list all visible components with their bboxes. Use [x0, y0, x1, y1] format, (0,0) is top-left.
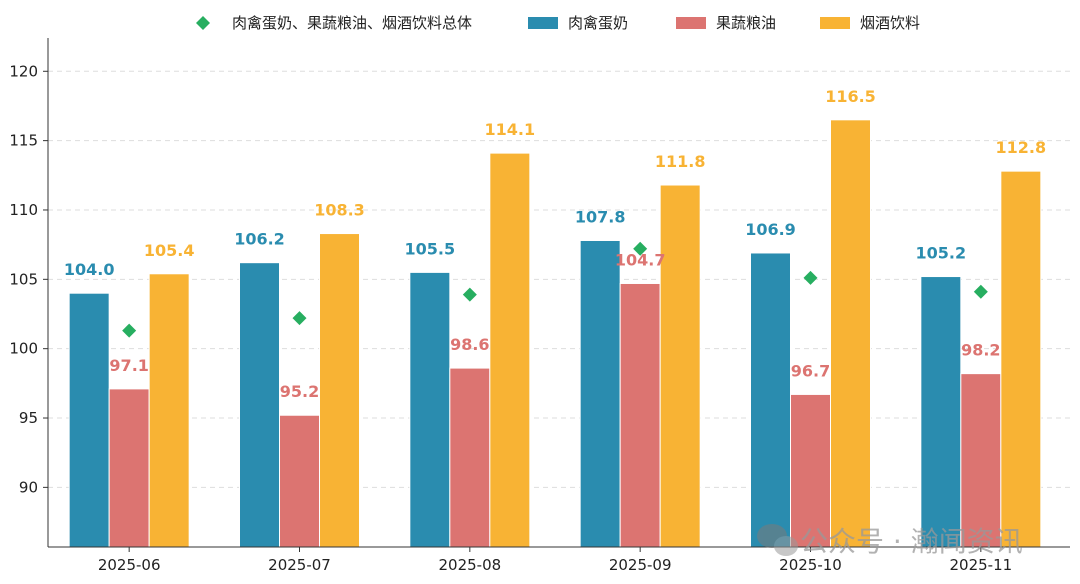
data-label: 112.8	[996, 138, 1047, 157]
x-tick-label: 2025-10	[779, 556, 842, 574]
legend: 肉禽蛋奶、果蔬粮油、烟酒饮料总体 肉禽蛋奶 果蔬粮油 烟酒饮料	[196, 14, 920, 32]
wechat-icon	[757, 524, 798, 556]
data-label: 105.5	[405, 239, 456, 258]
x-tick-label: 2025-09	[609, 556, 672, 574]
bar	[409, 271, 451, 548]
bar	[579, 239, 621, 548]
data-label: 95.2	[280, 382, 319, 401]
data-label: 116.5	[825, 87, 876, 106]
bar	[279, 414, 320, 548]
total-marker	[292, 311, 307, 326]
total-marker	[462, 287, 477, 302]
legend-label: 烟酒饮料	[860, 14, 920, 32]
data-label: 106.9	[745, 220, 796, 239]
data-label: 104.0	[64, 260, 115, 279]
grid	[48, 70, 1070, 488]
legend-marker	[196, 16, 210, 30]
legend-label: 肉禽蛋奶	[568, 14, 628, 32]
bar	[830, 119, 871, 548]
bars	[68, 119, 1042, 548]
bar	[108, 388, 150, 548]
data-label: 96.7	[791, 361, 830, 380]
y-tick-label: 120	[9, 62, 38, 80]
bar	[920, 276, 962, 548]
y-tick-label: 110	[9, 201, 38, 219]
bar	[239, 262, 280, 548]
bar	[319, 233, 360, 548]
bar	[619, 282, 661, 548]
legend-label: 果蔬粮油	[716, 14, 776, 32]
bar	[659, 184, 701, 548]
bar	[790, 393, 831, 548]
x-tick-label: 2025-11	[949, 556, 1012, 574]
y-tick-label: 100	[9, 340, 38, 358]
data-label: 105.2	[916, 244, 967, 263]
data-label: 98.6	[450, 335, 489, 354]
axes: 90 95 100 105 110 115 120 2025-06 2025-07 2025-08…	[9, 38, 1070, 574]
legend-swatch	[820, 17, 850, 29]
data-label: 98.2	[961, 341, 1000, 360]
y-tick-label: 115	[9, 132, 38, 150]
bar	[1000, 170, 1042, 548]
data-label: 104.7	[615, 250, 666, 269]
data-label: 111.8	[655, 152, 706, 171]
total-marker	[973, 284, 988, 299]
legend-swatch	[528, 17, 558, 29]
bar	[148, 273, 190, 548]
total-marker	[122, 323, 137, 338]
watermark-text: 公众号 · 瀚闻资讯	[800, 525, 1023, 558]
bar	[449, 367, 491, 548]
data-labels: 104.0 106.2 105.5 107.8 106.9 105.2 97.1 95.2 98…	[64, 87, 1046, 401]
total-marker	[633, 241, 648, 256]
data-label: 105.4	[144, 241, 195, 260]
y-tick-label: 90	[19, 478, 38, 496]
y-tick-label: 95	[19, 409, 38, 427]
total-marker	[803, 270, 818, 285]
x-tick-label: 2025-06	[98, 556, 161, 574]
bar	[68, 292, 110, 548]
total-markers	[122, 241, 988, 338]
x-tick-label: 2025-08	[438, 556, 501, 574]
data-label: 114.1	[485, 120, 536, 139]
y-tick-label: 105	[9, 270, 38, 288]
legend-swatch	[676, 17, 706, 29]
data-label: 106.2	[234, 230, 285, 249]
data-label: 97.1	[109, 356, 148, 375]
legend-label: 肉禽蛋奶、果蔬粮油、烟酒饮料总体	[232, 14, 472, 32]
bar	[960, 373, 1002, 548]
x-tick-label: 2025-07	[268, 556, 331, 574]
data-label: 108.3	[314, 201, 365, 220]
watermark: 公众号 · 瀚闻资讯	[757, 524, 1023, 558]
bar	[489, 152, 531, 548]
data-label: 107.8	[575, 207, 626, 226]
bar	[750, 252, 791, 548]
